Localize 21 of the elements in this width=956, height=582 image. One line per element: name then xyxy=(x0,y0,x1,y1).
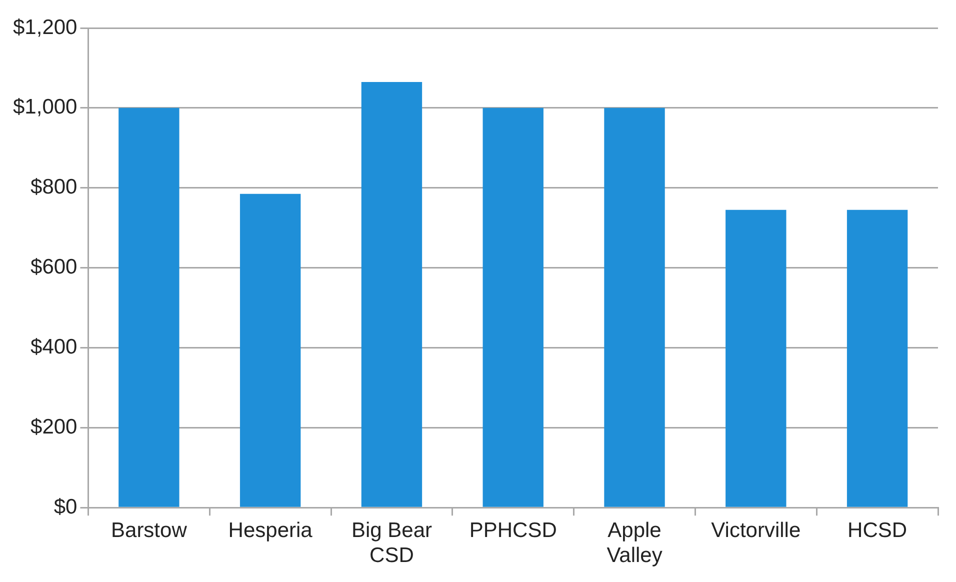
y-tick-label: $1,200 xyxy=(12,16,78,39)
x-tick-label: Big Bear CSD xyxy=(351,518,432,568)
bar xyxy=(361,82,422,507)
bar xyxy=(118,108,180,507)
bar xyxy=(482,108,544,507)
x-tick-label: Victorville xyxy=(711,518,801,542)
y-tick-label: $600 xyxy=(30,256,78,279)
x-tick-label: PPHCSD xyxy=(469,518,557,542)
y-tick-label: $400 xyxy=(30,336,78,359)
bar xyxy=(604,108,665,507)
y-tick-label: $0 xyxy=(54,495,78,518)
y-tick-label: $1,000 xyxy=(12,96,78,119)
bar xyxy=(846,210,908,507)
y-tick-label: $800 xyxy=(30,176,78,199)
y-tick-label: $200 xyxy=(30,415,78,438)
x-tick-label: Apple Valley xyxy=(606,518,663,568)
x-tick-label: HCSD xyxy=(848,518,908,542)
x-tick-label: Barstow xyxy=(111,518,188,542)
bar xyxy=(726,210,786,507)
x-tick-label: Hesperia xyxy=(228,518,313,542)
bar xyxy=(240,194,301,507)
